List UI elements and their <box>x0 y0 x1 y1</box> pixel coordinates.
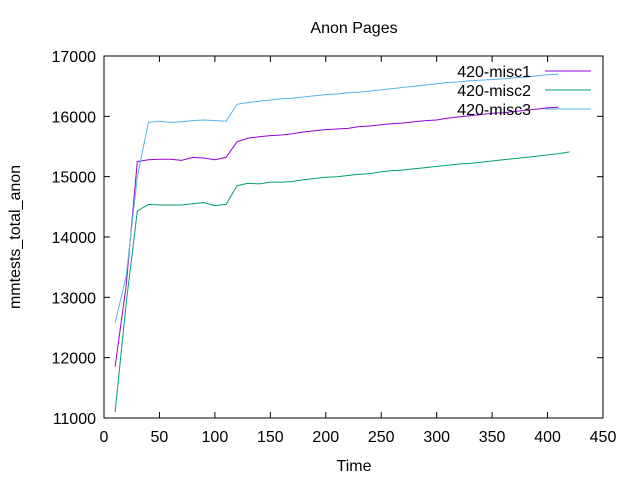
y-tick-label: 14000 <box>52 230 97 247</box>
x-tick-label: 250 <box>368 429 395 446</box>
series-line-420-misc2 <box>114 151 570 413</box>
x-tick-label: 450 <box>590 429 617 446</box>
legend: 420-misc1 420-misc2 420-misc3 <box>457 64 591 119</box>
y-tick-label: 12000 <box>52 351 97 368</box>
x-tick-label: 400 <box>534 429 561 446</box>
legend-label: 420-misc1 <box>457 64 531 81</box>
y-tick-label: 17000 <box>52 49 97 66</box>
y-tick-label: 15000 <box>52 170 97 187</box>
legend-label: 420-misc2 <box>457 83 531 100</box>
x-tick-label: 150 <box>257 429 284 446</box>
x-tick-label: 200 <box>312 429 339 446</box>
legend-label: 420-misc3 <box>457 102 531 119</box>
axis-ticks: 0 50 100 150 200 250 300 350 400 450 11000 12000 130… <box>52 49 617 446</box>
x-tick-label: 300 <box>423 429 450 446</box>
x-axis-label: Time <box>337 458 372 475</box>
y-tick-label: 16000 <box>52 109 97 126</box>
x-tick-label: 0 <box>100 429 109 446</box>
x-tick-label: 100 <box>202 429 229 446</box>
plot-series <box>114 73 570 413</box>
y-tick-label: 13000 <box>52 290 97 307</box>
x-tick-label: 350 <box>479 429 506 446</box>
series-line-420-misc1 <box>114 106 559 367</box>
x-tick-label: 50 <box>151 429 169 446</box>
plot-frame <box>103 55 604 419</box>
chart-title: Anon Pages <box>310 20 397 37</box>
y-axis-label: mmtests_total_anon <box>7 165 24 309</box>
y-tick-label: 11000 <box>53 411 96 428</box>
series-line-420-misc3 <box>114 73 559 323</box>
